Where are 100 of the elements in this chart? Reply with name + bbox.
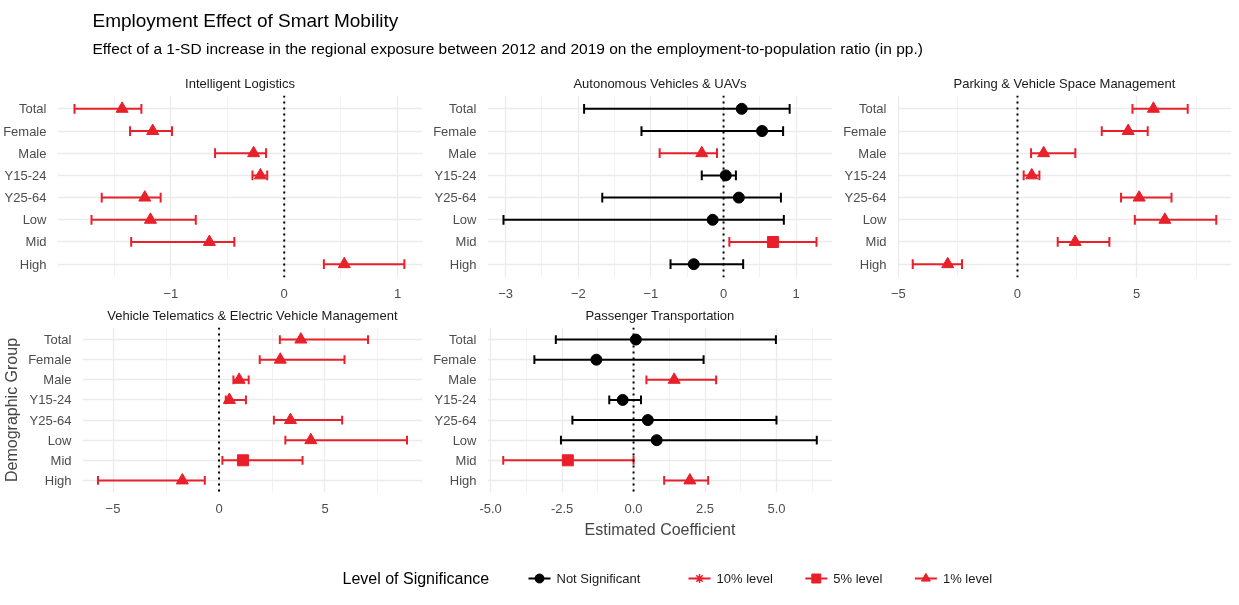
y-tick-label: Y25-64 xyxy=(844,190,887,206)
legend-label: Not Significant xyxy=(556,571,641,586)
y-tick-label: Y15-24 xyxy=(4,167,47,183)
y-tick-label: High xyxy=(44,472,72,488)
y-tick-label: High xyxy=(859,256,887,272)
y-tick-label: Y25-64 xyxy=(434,190,477,206)
x-tick-label: -2.5 xyxy=(550,500,574,516)
y-tick-label: Low xyxy=(862,212,888,228)
x-tick-label: −1 xyxy=(643,285,659,301)
point xyxy=(1132,190,1146,202)
point xyxy=(273,352,287,364)
x-tick-label: −2 xyxy=(570,285,586,301)
point xyxy=(706,213,719,226)
x-tick-label: −5 xyxy=(891,285,906,301)
y-tick-label: Female xyxy=(28,352,72,368)
y-tick-label: Y15-24 xyxy=(29,392,72,408)
point xyxy=(138,190,152,202)
x-tick-label: −1 xyxy=(163,285,179,301)
point xyxy=(732,191,745,204)
y-tick-label: Low xyxy=(47,432,73,448)
y-axis-title: Demographic Group xyxy=(3,337,21,483)
y-tick-label: Female xyxy=(3,123,47,139)
point xyxy=(232,372,246,384)
y-tick-label: Male xyxy=(18,145,47,161)
y-tick-label: Mid xyxy=(50,452,72,468)
point xyxy=(616,393,629,406)
y-tick-label: Male xyxy=(43,372,72,388)
text: Employment Effect of Smart Mobility xyxy=(92,9,399,31)
x-axis-title: Estimated Coefficient xyxy=(584,520,736,538)
y-tick-label: Low xyxy=(452,212,478,228)
text: Effect of a 1-SD increase in the regional exposure between 2012 and 2019 on the employment-to-population ratio (in pp.) xyxy=(92,39,923,57)
y-tick-label: Mid xyxy=(25,234,47,250)
y-tick-label: Low xyxy=(22,212,48,228)
x-tick-label: 0.0 xyxy=(624,500,643,516)
y-tick-label: Y25-64 xyxy=(29,412,72,428)
point xyxy=(294,332,308,344)
y-tick-label: Low xyxy=(452,432,478,448)
point xyxy=(629,333,642,346)
point xyxy=(650,434,663,447)
x-tick-label: -5.0 xyxy=(479,500,502,516)
y-tick-label: High xyxy=(19,256,47,272)
chart-title: Vehicle Telematics & Electric Vehicle Management xyxy=(107,307,398,323)
y-tick-label: Male xyxy=(448,145,477,161)
y-tick-label: Y25-64 xyxy=(4,190,47,206)
point xyxy=(561,454,574,467)
y-tick-label: Total xyxy=(44,332,72,348)
y-tick-label: High xyxy=(449,472,477,488)
chart-title: Passenger Transportation xyxy=(585,307,735,323)
point xyxy=(641,414,654,427)
point xyxy=(175,473,189,485)
point xyxy=(735,102,748,115)
x-tick-label: 1 xyxy=(393,285,402,301)
point xyxy=(304,432,318,445)
point xyxy=(143,212,157,224)
x-tick-label: 0 xyxy=(1013,285,1022,301)
y-tick-label: Male xyxy=(448,372,477,388)
point xyxy=(1037,145,1051,158)
x-tick-label: 5 xyxy=(321,500,329,516)
legend-label: 10% level xyxy=(716,571,773,586)
point xyxy=(222,392,236,404)
point xyxy=(1158,212,1172,224)
legend-title: Level of Significance xyxy=(342,570,490,587)
legend-label: 1% level xyxy=(942,571,993,586)
point xyxy=(1146,101,1160,113)
x-tick-label: 5 xyxy=(1132,285,1141,301)
point xyxy=(236,454,249,467)
y-tick-label: Y15-24 xyxy=(434,167,477,183)
chart-title: Intelligent Logistics xyxy=(185,75,296,91)
x-tick-label: 0 xyxy=(719,285,728,301)
point xyxy=(590,353,603,366)
y-tick-label: Female xyxy=(433,123,477,139)
x-tick-label: −3 xyxy=(498,285,514,301)
y-tick-label: Total xyxy=(859,101,887,117)
x-tick-label: 5.0 xyxy=(767,500,786,516)
point xyxy=(941,256,955,269)
y-tick-label: High xyxy=(449,256,477,272)
chart-title: Parking & Vehicle Space Management xyxy=(953,75,1176,91)
point xyxy=(687,258,700,271)
x-tick-label: 2.5 xyxy=(695,500,715,516)
y-tick-label: Y25-64 xyxy=(434,412,477,428)
y-tick-label: Mid xyxy=(455,234,477,250)
point xyxy=(337,256,351,269)
point xyxy=(766,235,779,248)
y-tick-label: Mid xyxy=(865,234,887,250)
y-tick-label: Total xyxy=(19,101,47,117)
chart-title: Autonomous Vehicles & UAVs xyxy=(573,75,748,91)
point xyxy=(756,125,769,137)
x-tick-label: 0 xyxy=(215,500,223,516)
x-tick-label: −5 xyxy=(105,500,121,516)
point xyxy=(115,101,129,113)
y-tick-label: Y15-24 xyxy=(434,392,477,408)
point xyxy=(1068,234,1082,246)
point xyxy=(667,372,681,384)
y-tick-label: Mid xyxy=(455,452,477,468)
point xyxy=(683,473,697,485)
x-tick-label: 0 xyxy=(280,285,288,301)
point xyxy=(1121,123,1135,135)
y-tick-label: Total xyxy=(449,332,477,348)
point xyxy=(719,169,732,182)
y-tick-label: Male xyxy=(858,145,887,161)
